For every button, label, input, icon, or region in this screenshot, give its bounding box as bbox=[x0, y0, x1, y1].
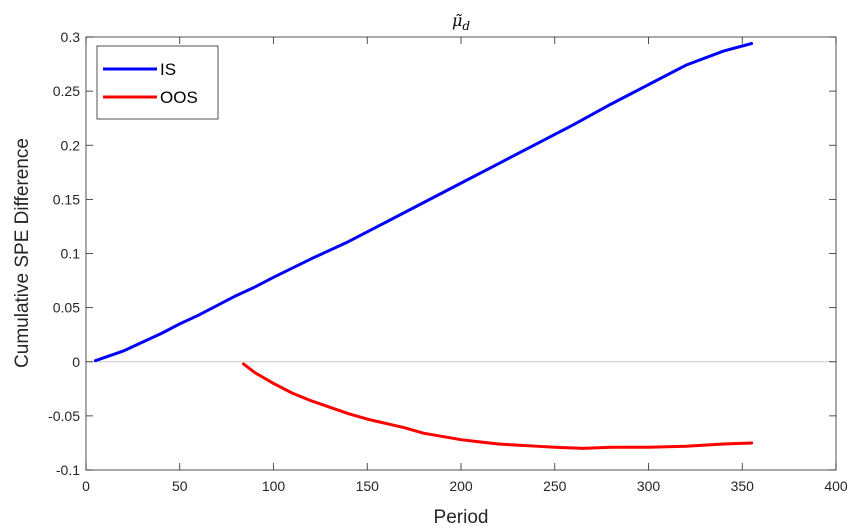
y-tick-label: -0.1 bbox=[56, 462, 80, 478]
x-tick-label: 0 bbox=[82, 478, 90, 494]
x-tick-label: 200 bbox=[449, 478, 473, 494]
chart-title-subscript: d bbox=[462, 19, 470, 33]
y-tick-label: 0.1 bbox=[61, 246, 81, 262]
series-line-is bbox=[93, 42, 754, 363]
legend: IS OOS bbox=[96, 45, 219, 120]
series-layer bbox=[93, 42, 754, 450]
x-tick-label: 350 bbox=[731, 478, 755, 494]
chart-title: μ̃d bbox=[452, 11, 470, 33]
y-tick-label: 0.25 bbox=[53, 83, 80, 99]
x-tick-label: 250 bbox=[543, 478, 567, 494]
y-tick-label: 0.15 bbox=[53, 191, 80, 207]
legend-label-oos: OOS bbox=[160, 88, 198, 107]
x-tick-label: 150 bbox=[356, 478, 380, 494]
x-tick-label: 50 bbox=[172, 478, 188, 494]
legend-label-is: IS bbox=[160, 60, 176, 79]
y-tick-label: -0.05 bbox=[48, 408, 80, 424]
x-tick-label: 300 bbox=[637, 478, 661, 494]
y-tick-label: 0.05 bbox=[53, 300, 80, 316]
y-tick-label: 0.3 bbox=[61, 29, 81, 45]
chart-title-main: μ̃ bbox=[452, 11, 462, 30]
x-axis-label: Period bbox=[434, 507, 489, 528]
y-tick-label: 0 bbox=[72, 354, 80, 370]
x-tick-label: 100 bbox=[262, 478, 286, 494]
y-axis-label: Cumulative SPE Difference bbox=[12, 138, 33, 368]
ticks-layer: 0 50 100 150 200 250 300 350 400 -0.1 -0.05 0 0.05 0.… bbox=[48, 29, 848, 494]
series-line-oos bbox=[242, 362, 754, 450]
x-tick-label: 400 bbox=[824, 478, 848, 494]
y-tick-label: 0.2 bbox=[61, 137, 81, 153]
legend-box bbox=[96, 45, 219, 120]
